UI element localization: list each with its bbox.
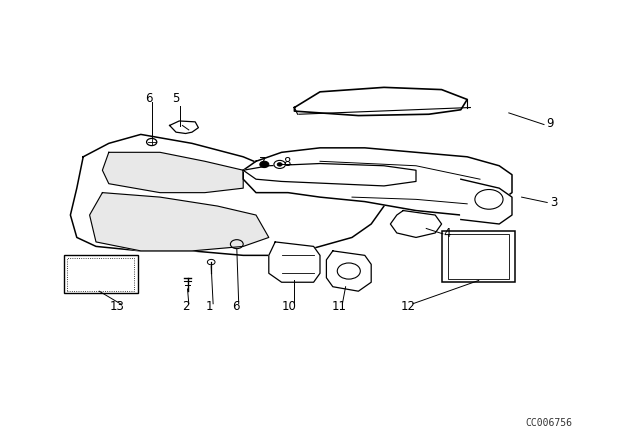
Circle shape — [337, 263, 360, 279]
Polygon shape — [243, 148, 512, 215]
Circle shape — [277, 163, 282, 166]
Text: 2: 2 — [182, 300, 189, 313]
Text: 12: 12 — [401, 300, 416, 313]
FancyBboxPatch shape — [64, 255, 138, 293]
Text: 3: 3 — [550, 196, 557, 209]
Polygon shape — [102, 152, 243, 193]
Text: CC006756: CC006756 — [526, 418, 573, 428]
Polygon shape — [390, 211, 442, 237]
Text: 6: 6 — [145, 92, 152, 105]
Polygon shape — [326, 251, 371, 291]
Polygon shape — [461, 179, 512, 224]
Circle shape — [274, 160, 285, 168]
Text: 7: 7 — [259, 156, 266, 169]
FancyBboxPatch shape — [448, 234, 509, 279]
Text: 9: 9 — [547, 116, 554, 130]
Polygon shape — [269, 242, 320, 282]
Text: 11: 11 — [332, 300, 347, 313]
Text: 10: 10 — [282, 300, 297, 313]
Polygon shape — [170, 121, 198, 134]
FancyBboxPatch shape — [67, 258, 134, 291]
FancyBboxPatch shape — [442, 231, 515, 282]
Text: 6: 6 — [232, 300, 239, 313]
Text: 13: 13 — [109, 300, 125, 313]
Circle shape — [260, 161, 269, 168]
Text: 4: 4 — [443, 227, 451, 241]
Polygon shape — [70, 134, 384, 255]
Text: 8: 8 — [283, 156, 291, 169]
Text: 1: 1 — [206, 300, 214, 313]
Polygon shape — [243, 164, 416, 186]
Text: 5: 5 — [172, 92, 180, 105]
Polygon shape — [90, 193, 269, 251]
